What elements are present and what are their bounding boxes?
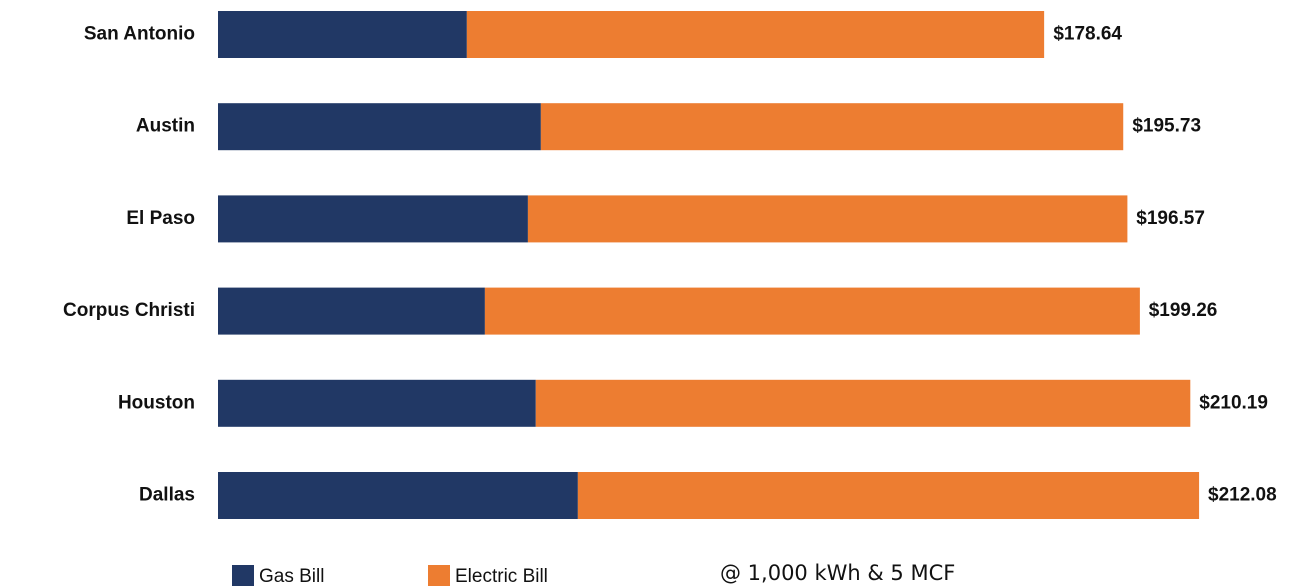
legend-label: Gas Bill [259, 566, 324, 586]
bar-segment [218, 287, 485, 335]
bar-segment [535, 379, 1191, 427]
legend-swatch [232, 565, 254, 586]
category-label: El Paso [126, 208, 195, 229]
bar-segment [466, 11, 1045, 58]
total-label: $199.26 [1149, 300, 1218, 321]
bar-segment [218, 472, 578, 519]
total-label: $210.19 [1199, 392, 1268, 413]
legend-swatch [428, 565, 450, 586]
bar-segment [540, 103, 1124, 151]
total-label: $212.08 [1208, 485, 1277, 506]
bar-segment [218, 11, 467, 58]
legend-label: Electric Bill [455, 566, 548, 586]
note: @ 1,000 kWh & 5 MCF [720, 561, 955, 585]
bar-segment [577, 472, 1200, 519]
bar-segment [218, 103, 541, 151]
bar-segment [527, 195, 1128, 243]
category-label: San Antonio [84, 24, 195, 45]
category-label: Houston [118, 392, 195, 413]
total-label: $178.64 [1053, 24, 1122, 45]
category-label: Corpus Christi [63, 300, 195, 321]
bar-segment [484, 287, 1140, 335]
category-label: Dallas [139, 485, 195, 506]
bar-segment [218, 379, 536, 427]
total-label: $196.57 [1136, 208, 1205, 229]
bar-segment [218, 195, 528, 243]
category-label: Austin [136, 116, 195, 137]
total-label: $195.73 [1132, 116, 1201, 137]
